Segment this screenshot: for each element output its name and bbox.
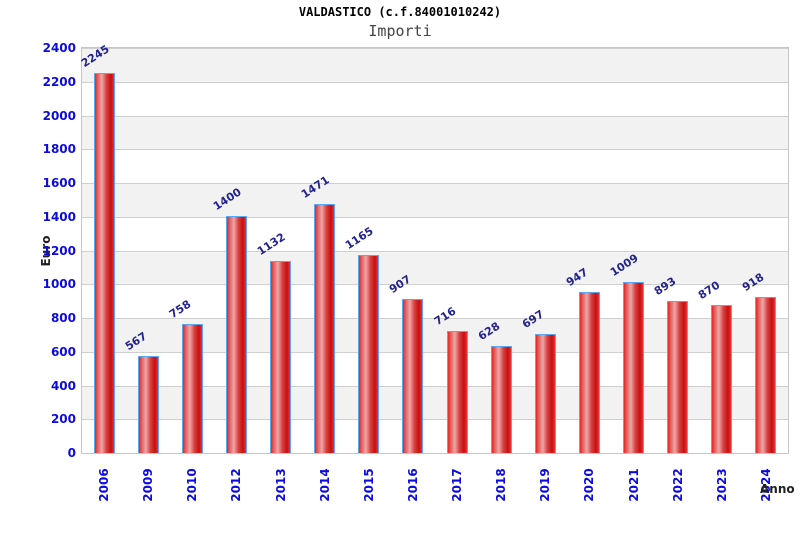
y-tick-label: 1400 [42, 209, 76, 224]
y-tick-label: 1800 [42, 142, 76, 157]
x-tick-label: 2015 [361, 468, 376, 502]
x-tick-label: 2016 [405, 468, 420, 502]
bar-value-label: 1165 [343, 224, 376, 253]
x-tick-label: 2021 [626, 468, 641, 502]
bar [578, 292, 600, 453]
gridline [82, 115, 788, 117]
bar [181, 324, 203, 453]
y-tick-label: 2200 [42, 74, 76, 89]
gridline [82, 351, 788, 353]
x-tick-label: 2014 [317, 468, 332, 502]
x-tick-label: 2017 [450, 468, 465, 502]
y-tick-label: 0 [67, 446, 76, 460]
y-tick-label: 2400 [42, 41, 76, 55]
gridline [82, 284, 788, 286]
gridline [82, 250, 788, 252]
x-tick-label: 2013 [273, 468, 288, 502]
bar [225, 215, 247, 453]
plot-band [82, 183, 788, 217]
y-tick-label: 600 [50, 344, 76, 359]
x-tick-label: 2019 [538, 468, 553, 502]
bar [358, 255, 380, 453]
bar [446, 331, 468, 453]
gridline [82, 419, 788, 421]
gridline [82, 318, 788, 319]
y-tick-label: 400 [50, 378, 76, 393]
gridline [82, 183, 788, 184]
bar [270, 260, 292, 453]
chart-subtitle: Importi [368, 22, 432, 40]
y-tick-label: 200 [50, 412, 76, 427]
plot-band [82, 250, 788, 285]
y-tick-label: 2000 [42, 108, 76, 123]
x-tick-label: 2010 [185, 468, 200, 502]
x-tick-label: 2020 [582, 468, 597, 502]
x-tick-label: 2012 [229, 468, 244, 502]
bar [534, 334, 556, 453]
bar [490, 346, 512, 453]
bar [667, 301, 689, 453]
y-tick-label: 1200 [42, 243, 76, 258]
x-tick-label: 2009 [141, 468, 156, 502]
plot-band [82, 115, 788, 150]
chart-title: VALDASTICO (c.f.84001010242) [298, 5, 502, 19]
x-tick-label: 2018 [494, 468, 509, 502]
gridline [82, 48, 788, 49]
x-tick-label: 2023 [714, 468, 729, 502]
gridline [82, 149, 788, 151]
bar-chart: VALDASTICO (c.f.84001010242) Importi Eur… [39, 5, 795, 502]
y-tick-label: 800 [50, 311, 76, 325]
x-axis-title: Anno [760, 482, 795, 496]
x-tick-label: 2006 [97, 468, 112, 502]
plot-band [82, 48, 788, 82]
bar [711, 305, 733, 453]
y-tick-label: 1000 [42, 277, 76, 292]
bar [314, 203, 336, 453]
gridline [82, 385, 788, 387]
bar [755, 297, 777, 453]
plot-area: 0 200 400 600 800 1000 1200 1400 1600 1800 2000 220… [43, 41, 789, 502]
bar [402, 298, 424, 453]
y-tick-label: 1600 [42, 176, 76, 190]
bar [137, 356, 159, 453]
x-tick-label: 2022 [670, 468, 685, 502]
gridline [82, 216, 788, 218]
bar [623, 281, 645, 453]
gridline [82, 81, 788, 83]
bar [93, 73, 115, 453]
